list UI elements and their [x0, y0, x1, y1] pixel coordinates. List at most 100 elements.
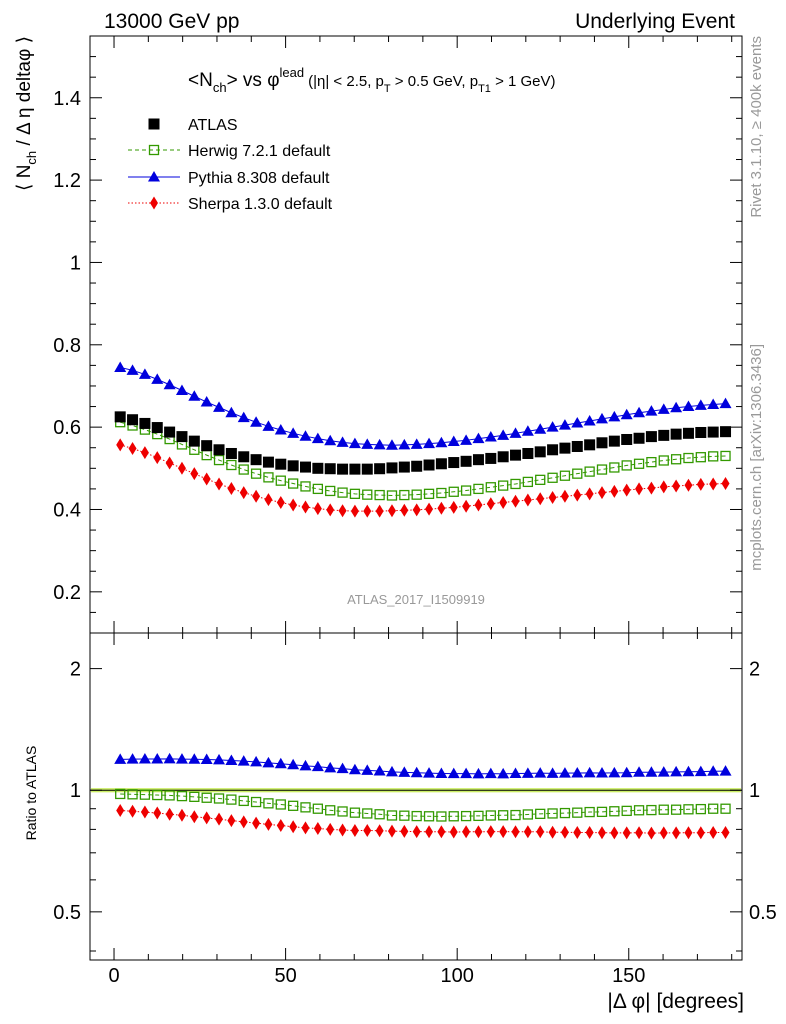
data-point — [287, 460, 299, 472]
data-point — [215, 812, 224, 826]
data-point — [498, 480, 509, 491]
data-point — [313, 822, 322, 836]
data-point — [584, 806, 595, 818]
data-point — [263, 472, 274, 483]
data-point — [633, 766, 646, 777]
data-point — [583, 766, 596, 778]
data-point — [696, 826, 705, 840]
main-panel: 0.2 0.4 0.6 0.8 1 1.2 1.4 — [53, 35, 743, 634]
data-point — [128, 804, 137, 818]
data-point — [176, 431, 188, 443]
x-tick-label: 150 — [612, 965, 645, 987]
data-point — [694, 765, 707, 777]
data-point — [289, 820, 298, 834]
data-point — [300, 802, 311, 813]
data-point — [622, 483, 631, 497]
data-point — [264, 493, 273, 507]
data-point — [682, 427, 694, 439]
data-point — [608, 410, 621, 422]
ratio-series-pythia — [114, 752, 732, 779]
legend-item: Herwig 7.2.1 default — [128, 143, 331, 160]
data-point — [337, 463, 349, 475]
data-point — [622, 826, 631, 840]
data-point — [608, 766, 621, 778]
data-point — [386, 810, 398, 821]
data-point — [485, 810, 496, 821]
header-right: Underlying Event — [575, 10, 735, 33]
data-point — [165, 456, 174, 470]
y-tick-label: 0.6 — [53, 417, 81, 439]
data-point — [274, 757, 287, 769]
y-tick-label: 0.8 — [53, 335, 81, 357]
data-point — [707, 426, 719, 438]
data-point — [225, 447, 237, 459]
data-point — [139, 417, 151, 429]
data-point — [609, 806, 620, 817]
data-point — [523, 825, 532, 839]
data-point — [584, 466, 595, 477]
data-point — [596, 464, 608, 475]
data-point — [336, 436, 349, 447]
data-point — [720, 450, 731, 462]
data-point — [410, 766, 423, 778]
data-point — [462, 499, 471, 513]
data-point — [425, 825, 434, 839]
data-point — [361, 438, 374, 449]
data-point — [399, 810, 410, 821]
data-point — [398, 766, 411, 777]
data-point — [300, 481, 311, 492]
legend-marker — [150, 196, 158, 210]
data-point — [572, 807, 583, 818]
legend-label: Herwig 7.2.1 default — [188, 143, 331, 160]
data-point — [373, 438, 386, 450]
plot-title: <Nch> vs φlead(|η| < 2.5, pT > 0.5 GeV, … — [188, 65, 556, 95]
analysis-watermark: ATLAS_2017_I1509919 — [347, 592, 485, 607]
data-point — [473, 810, 484, 822]
data-point — [659, 480, 668, 494]
y-tick-label: 2 — [70, 659, 81, 681]
data-point — [386, 462, 398, 474]
data-point — [437, 825, 446, 839]
data-point — [375, 824, 384, 838]
data-point — [484, 431, 497, 442]
data-point — [583, 414, 596, 426]
data-point — [521, 425, 534, 436]
y-tick-label: 1.4 — [53, 88, 81, 110]
data-point — [262, 456, 274, 468]
data-point — [657, 403, 670, 414]
data-point — [423, 811, 435, 822]
data-point — [151, 752, 164, 764]
data-point — [510, 809, 521, 821]
data-point — [202, 472, 211, 486]
data-point — [348, 437, 361, 449]
data-point — [548, 491, 557, 505]
data-point — [213, 454, 225, 466]
data-point — [299, 759, 312, 771]
data-point — [670, 765, 683, 777]
data-point — [312, 462, 324, 474]
data-point — [647, 826, 656, 840]
data-point — [682, 765, 695, 777]
data-point — [621, 433, 633, 445]
data-point — [153, 451, 162, 465]
data-point — [560, 489, 569, 503]
data-point — [449, 825, 458, 839]
data-point — [202, 811, 211, 825]
data-point — [348, 763, 361, 775]
data-point — [608, 435, 620, 447]
series-line — [120, 793, 726, 817]
data-point — [412, 825, 421, 839]
data-point — [313, 502, 322, 516]
data-point — [215, 477, 224, 491]
data-point — [546, 421, 559, 432]
data-point — [336, 762, 349, 774]
data-point — [509, 427, 522, 438]
data-point — [707, 398, 720, 409]
data-point — [287, 758, 300, 770]
data-point — [163, 378, 176, 390]
data-point — [621, 460, 632, 471]
data-point — [250, 468, 262, 479]
data-point — [226, 459, 237, 471]
data-point — [657, 766, 670, 777]
data-point — [522, 809, 534, 820]
